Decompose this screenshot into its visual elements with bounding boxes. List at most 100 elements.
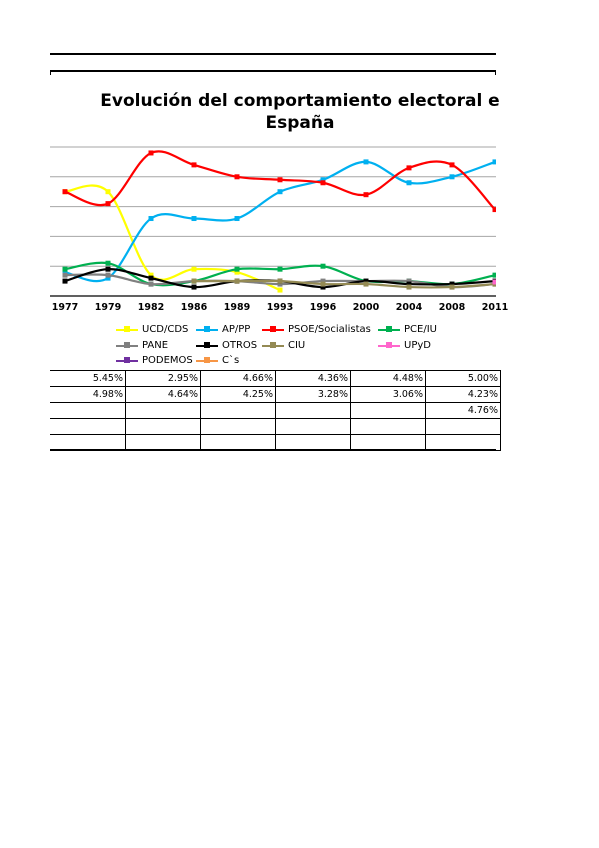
data-point-ciu <box>277 278 283 284</box>
table-cell <box>425 418 501 435</box>
table-cell <box>275 402 351 419</box>
x-tick-label: 1982 <box>138 302 164 313</box>
data-point-pane <box>62 272 68 278</box>
data-point-pane <box>105 272 111 278</box>
legend-label: PODEMOS <box>142 355 193 366</box>
legend-label: UPyD <box>404 340 431 351</box>
table-bottom-rule <box>50 449 496 451</box>
legend-marker <box>270 341 276 348</box>
table-cell <box>125 418 201 435</box>
data-point-otros <box>62 278 68 284</box>
legend-item-pce-iu: PCE/IU <box>378 324 437 335</box>
chart-frame-tick-right <box>495 70 496 75</box>
data-point-ucd-cds <box>234 269 240 275</box>
x-tick-label: 1986 <box>181 302 208 313</box>
table-cell: 5.00% <box>425 370 501 387</box>
table-cell <box>50 418 126 435</box>
table-cell: 4.76% <box>425 402 501 419</box>
legend-swatch <box>196 325 218 332</box>
data-point-ap-pp <box>234 216 240 222</box>
x-tick-label: 1979 <box>95 302 121 313</box>
legend-item-otros: OTROS <box>196 340 257 351</box>
table-cell: 4.98% <box>50 386 126 403</box>
data-point-ciu <box>320 281 326 287</box>
x-tick-label: 1977 <box>52 302 78 313</box>
data-table: 5.45% 2.95% 4.66% 4.36% 4.48% 5.00% 4.98% 4.64%… <box>50 370 501 451</box>
chart-title-line1: Evolución del comportamiento electoral e <box>100 91 500 111</box>
legend-swatch <box>378 341 400 348</box>
data-point-upyd <box>492 279 496 285</box>
data-point-ciu <box>363 281 369 287</box>
table-cell: 3.28% <box>275 386 351 403</box>
data-point-pane <box>320 278 326 284</box>
data-point-otros <box>363 278 369 284</box>
legend-label: AP/PP <box>222 324 251 335</box>
data-point-otros <box>191 284 197 290</box>
data-point-ap-pp <box>320 177 326 183</box>
table-cell: 4.25% <box>200 386 276 403</box>
table-row: 4.76% <box>50 402 501 419</box>
legend-swatch <box>116 341 138 348</box>
data-point-otros <box>406 281 412 287</box>
x-tick-label: 1993 <box>267 302 293 313</box>
legend-swatch <box>196 356 218 363</box>
table-cell <box>200 418 276 435</box>
data-point-ucd-cds <box>148 272 154 278</box>
data-point-psoe-socialistas <box>62 189 68 195</box>
chart-frame-tick-left <box>50 70 51 75</box>
data-point-ap-pp <box>191 216 197 222</box>
data-point-ap-pp <box>449 174 455 180</box>
legend-item-psoe-socialistas: PSOE/Socialistas <box>262 324 371 335</box>
table-cell <box>350 402 426 419</box>
table-cell: 4.64% <box>125 386 201 403</box>
data-point-psoe-socialistas <box>320 180 326 186</box>
data-point-pce-iu <box>320 263 326 269</box>
legend-item-podemos: PODEMOS <box>116 355 193 366</box>
data-point-pce-iu <box>234 266 240 272</box>
legend-label: OTROS <box>222 340 258 351</box>
legend-label: C`s <box>222 355 240 366</box>
legend-marker <box>270 325 276 332</box>
legend-marker <box>386 325 392 332</box>
chart-title: Evolución del comportamiento electoral e… <box>40 90 560 134</box>
data-point-psoe-socialistas <box>191 162 197 168</box>
table-row: 4.98% 4.64% 4.25% 3.28% 3.06% 4.23% <box>50 386 501 403</box>
table-cell <box>350 418 426 435</box>
data-point-pane <box>406 278 412 284</box>
table-cell <box>275 418 351 435</box>
data-point-ucd-cds <box>191 266 197 272</box>
x-tick-label: 1996 <box>310 302 337 313</box>
data-point-psoe-socialistas <box>492 207 496 213</box>
data-point-ap-pp <box>406 180 412 186</box>
data-point-psoe-socialistas <box>105 201 111 207</box>
table-cell: 5.45% <box>50 370 126 387</box>
legend-swatch <box>116 356 138 363</box>
data-point-ucd-cds <box>105 189 111 195</box>
data-point-pane <box>277 281 283 287</box>
data-point-otros <box>320 284 326 290</box>
data-point-psoe-socialistas <box>363 192 369 198</box>
legend-item-upyd: UPyD <box>378 340 431 351</box>
data-point-ap-pp <box>277 189 283 195</box>
legend-marker <box>204 356 210 363</box>
table-cell <box>125 402 201 419</box>
data-point-ap-pp <box>105 275 111 281</box>
data-point-psoe-socialistas <box>148 150 154 156</box>
data-point-ap-pp <box>492 159 496 165</box>
x-tick-label: 2004 <box>396 302 423 313</box>
top-rule <box>50 53 496 55</box>
data-point-pce-iu <box>492 272 496 278</box>
legend-marker <box>124 325 130 332</box>
data-point-psoe-socialistas <box>406 165 412 171</box>
legend-swatch <box>196 341 218 348</box>
data-point-otros <box>148 275 154 281</box>
table-cell: 3.06% <box>350 386 426 403</box>
table-cell: 4.66% <box>200 370 276 387</box>
data-point-psoe-socialistas <box>277 177 283 183</box>
data-point-ap-pp <box>148 216 154 222</box>
legend-marker <box>124 356 130 363</box>
data-point-ciu <box>191 278 197 284</box>
chart-frame-top <box>50 70 496 72</box>
series-group <box>62 150 496 293</box>
